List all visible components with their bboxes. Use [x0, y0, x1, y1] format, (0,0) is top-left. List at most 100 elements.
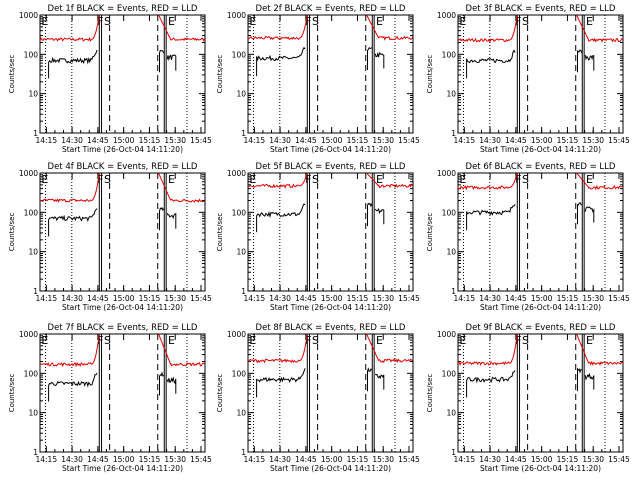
- chart-title: Det 9f BLACK = Events, RED = LLD: [466, 323, 616, 333]
- x-tick-label: 15:45: [398, 136, 420, 145]
- plot-frame: [39, 172, 206, 292]
- events-series-line: [374, 51, 385, 69]
- y-tick-label: 1000: [227, 330, 246, 339]
- y-tick-label: 1000: [227, 169, 246, 178]
- chart-panel-8: Det 8f BLACK = Events, RED = LLD 1 10 100 10…: [216, 323, 420, 473]
- marker-e-label: E: [168, 15, 175, 28]
- marker-e-label: E: [249, 173, 256, 186]
- chart-title: Det 4f BLACK = Events, RED = LLD: [48, 162, 198, 172]
- marker-e-label: E: [249, 334, 256, 347]
- y-tick-label: 100: [232, 50, 247, 59]
- x-tick-label: 14:30: [269, 294, 291, 303]
- lld-series-line: [158, 172, 205, 203]
- events-series-line: [374, 373, 385, 390]
- x-tick-label: 15:45: [190, 294, 212, 303]
- plot-frame: [39, 14, 206, 134]
- x-tick-label: 14:30: [269, 455, 291, 464]
- marker-f-label: F: [97, 15, 103, 28]
- events-series-line: [166, 54, 177, 71]
- events-series-line: [159, 371, 165, 396]
- y-tick-label: 100: [24, 369, 39, 378]
- x-tick-label: 15:30: [164, 136, 186, 145]
- x-tick-label: 15:30: [372, 455, 394, 464]
- x-tick-label: 15:15: [139, 294, 161, 303]
- events-series-line: [159, 49, 165, 73]
- x-tick-label: 15:30: [372, 136, 394, 145]
- y-tick-label: 100: [232, 369, 247, 378]
- marker-s-label: S: [104, 15, 111, 28]
- marker-e-label: E: [376, 15, 383, 28]
- events-series-line: [48, 49, 98, 79]
- x-tick-label: 15:30: [582, 136, 604, 145]
- y-tick-label: 1: [33, 287, 38, 296]
- x-tick-label: 14:30: [479, 294, 501, 303]
- x-tick-label: 15:00: [321, 136, 343, 145]
- chart-title: Det 8f BLACK = Events, RED = LLD: [256, 323, 406, 333]
- y-tick-label: 100: [232, 208, 247, 217]
- x-tick-label: 15:15: [557, 136, 579, 145]
- y-tick-label: 100: [442, 208, 457, 217]
- y-tick-label: 10: [446, 90, 456, 99]
- x-tick-label: 14:45: [87, 455, 109, 464]
- events-series-line: [577, 202, 583, 225]
- events-series-line: [367, 202, 373, 226]
- x-axis-label: Start Time (26-Oct-04 14:11:20): [480, 145, 601, 154]
- x-tick-label: 15:45: [398, 455, 420, 464]
- x-tick-label: 14:30: [61, 455, 83, 464]
- chart-title: Det 5f BLACK = Events, RED = LLD: [256, 162, 406, 172]
- marker-e-label: E: [41, 173, 48, 186]
- marker-e-label: E: [168, 173, 175, 186]
- x-tick-label: 15:00: [113, 294, 135, 303]
- marker-e-label: E: [459, 173, 466, 186]
- x-tick-label: 15:00: [531, 136, 553, 145]
- marker-e-label: E: [41, 15, 48, 28]
- marker-f-label: F: [515, 15, 521, 28]
- marker-s-label: S: [312, 15, 319, 28]
- y-tick-label: 1: [241, 129, 246, 138]
- x-tick-label: 15:45: [398, 294, 420, 303]
- x-tick-label: 14:45: [505, 136, 527, 145]
- events-series-line: [48, 208, 98, 237]
- marker-e-label: E: [586, 173, 593, 186]
- y-tick-label: 1: [241, 448, 246, 457]
- y-axis-label: Counts/sec: [426, 55, 434, 94]
- x-tick-label: 15:45: [608, 136, 630, 145]
- y-tick-label: 10: [236, 248, 246, 257]
- lld-series-line: [366, 14, 414, 41]
- events-series-line: [584, 54, 595, 71]
- plot-frame: [457, 14, 624, 134]
- lld-series-line: [247, 333, 308, 364]
- y-tick-label: 1000: [19, 11, 38, 20]
- marker-f-label: F: [515, 334, 521, 347]
- x-axis-label: Start Time (26-Oct-04 14:11:20): [480, 303, 601, 312]
- y-tick-label: 10: [28, 90, 38, 99]
- x-tick-label: 15:45: [608, 294, 630, 303]
- y-tick-label: 100: [24, 50, 39, 59]
- lld-series-line: [576, 333, 623, 366]
- x-axis-label: Start Time (26-Oct-04 14:11:20): [62, 145, 183, 154]
- events-series-line: [577, 49, 583, 73]
- marker-e-label: E: [168, 334, 175, 347]
- lld-series-line: [457, 172, 518, 191]
- x-tick-label: 14:15: [453, 136, 475, 145]
- y-tick-label: 1000: [437, 169, 456, 178]
- lld-series-line: [457, 333, 518, 367]
- x-axis-label: Start Time (26-Oct-04 14:11:20): [270, 303, 391, 312]
- marker-e-label: E: [376, 173, 383, 186]
- y-tick-label: 1: [33, 448, 38, 457]
- x-tick-label: 14:45: [295, 455, 317, 464]
- marker-s-label: S: [522, 173, 529, 186]
- x-tick-label: 14:15: [35, 455, 57, 464]
- lld-series-line: [247, 172, 308, 189]
- x-tick-label: 15:45: [608, 455, 630, 464]
- x-axis-label: Start Time (26-Oct-04 14:11:20): [480, 464, 601, 473]
- chart-title: Det 2f BLACK = Events, RED = LLD: [256, 4, 406, 14]
- y-tick-label: 1000: [19, 330, 38, 339]
- plot-frame: [39, 333, 206, 453]
- x-tick-label: 15:30: [372, 294, 394, 303]
- events-series-line: [374, 207, 385, 225]
- y-tick-label: 1: [451, 448, 456, 457]
- x-tick-label: 15:00: [113, 455, 135, 464]
- x-tick-label: 14:15: [35, 294, 57, 303]
- x-tick-label: 15:15: [139, 455, 161, 464]
